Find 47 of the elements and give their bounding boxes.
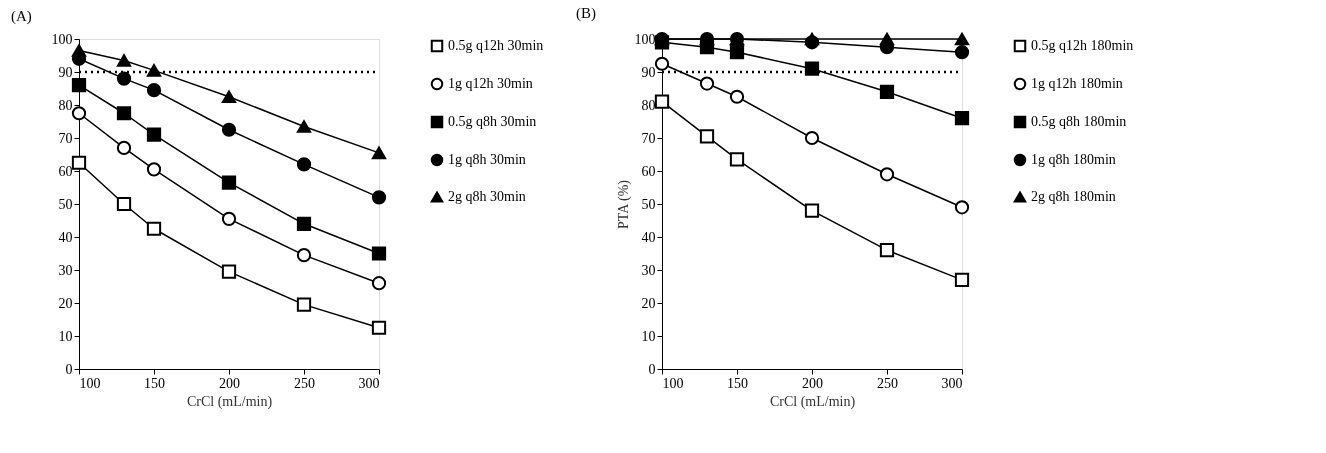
- y-tick-label: 0: [65, 361, 73, 377]
- y-tick-label: 60: [58, 163, 73, 179]
- x-tick-label: 150: [144, 375, 165, 391]
- x-tick-label: 200: [219, 375, 240, 391]
- y-tick-label: 60: [641, 163, 656, 179]
- y-tick-label: 100: [51, 31, 73, 47]
- x-axis-title: CrCl (mL/min): [769, 393, 856, 410]
- legend-label: 0.5g q12h 180min: [1031, 38, 1134, 53]
- x-tick-label: 100: [79, 375, 101, 391]
- chart-title: (B): [576, 4, 596, 22]
- y-tick-label: 80: [58, 97, 73, 113]
- y-tick-label: 20: [641, 295, 656, 311]
- legend-label: 1g q12h 180min: [1031, 76, 1123, 91]
- y-tick-label: 70: [58, 130, 73, 146]
- y-tick-label: 10: [58, 328, 73, 344]
- legend-label: 0.5g q12h 30min: [448, 38, 544, 53]
- y-tick-label: 10: [641, 328, 656, 344]
- legend-label: 1g q8h 180min: [1031, 152, 1116, 167]
- legend-label: 0.5g q8h 30min: [448, 114, 537, 129]
- y-tick-label: 50: [58, 196, 73, 212]
- x-tick-label: 250: [294, 375, 315, 391]
- legend-label: 1g q12h 30min: [448, 76, 533, 91]
- y-tick-label: 40: [58, 229, 73, 245]
- chart-title: (A): [11, 8, 32, 25]
- x-tick-label: 200: [802, 375, 823, 391]
- y-tick-label: 0: [648, 361, 656, 377]
- x-tick-label: 250: [877, 375, 898, 391]
- x-tick-label: 300: [358, 375, 380, 391]
- x-tick-label: 150: [727, 375, 748, 391]
- x-tick-label: 100: [662, 375, 684, 391]
- y-tick-label: 50: [641, 196, 656, 212]
- x-tick-label: 300: [941, 375, 963, 391]
- y-tick-label: 90: [641, 64, 656, 80]
- y-tick-label: 80: [641, 97, 656, 113]
- x-axis-title: CrCl (mL/min): [186, 393, 273, 410]
- y-tick-label: 40: [641, 229, 656, 245]
- legend-label: 1g q8h 30min: [448, 152, 526, 167]
- legend-label: 0.5g q8h 180min: [1031, 114, 1127, 129]
- y-tick-label: 20: [58, 295, 73, 311]
- y-tick-label: 30: [58, 262, 73, 278]
- y-tick-label: 100: [634, 31, 656, 47]
- y-axis-title: PTA (%): [615, 179, 632, 230]
- legend-label: 2g q8h 180min: [1031, 189, 1116, 204]
- y-tick-label: 30: [641, 262, 656, 278]
- y-tick-label: 70: [641, 130, 656, 146]
- y-tick-label: 90: [58, 64, 73, 80]
- legend-label: 2g q8h 30min: [448, 189, 526, 204]
